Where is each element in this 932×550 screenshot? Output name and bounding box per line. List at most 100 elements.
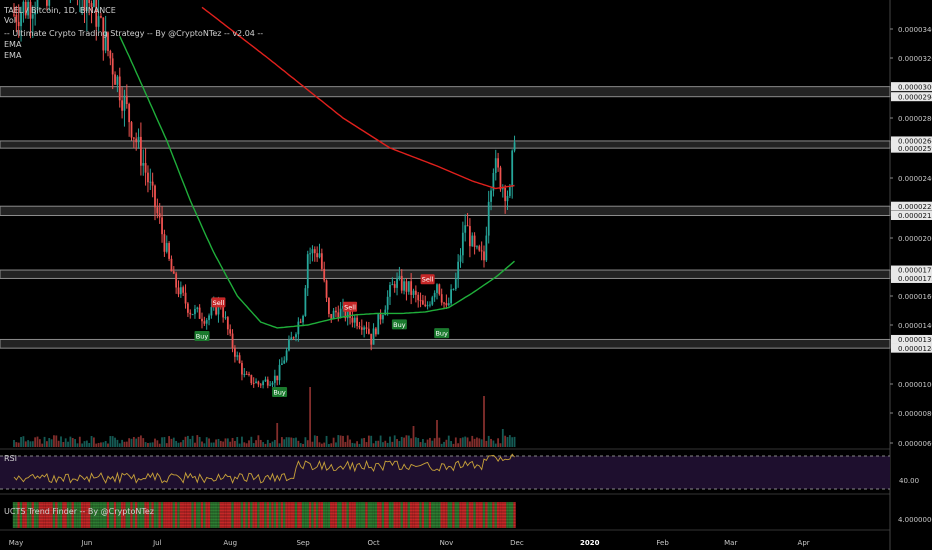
legend-strategy[interactable]: -- Ultimate Crypto Trading Strategy -- B… (4, 29, 264, 38)
candle-body (31, 14, 34, 19)
candle-body (15, 14, 18, 22)
trend-bar (252, 502, 255, 528)
trend-bar (182, 502, 185, 528)
volume-bar (144, 442, 147, 447)
trend-bar (71, 502, 74, 528)
trend-bar (45, 502, 49, 528)
trend-finder-pane (0, 502, 517, 528)
ema-slow-line (201, 6, 515, 190)
candle-body (492, 172, 495, 191)
candle-body (285, 350, 288, 361)
volume-bar (156, 440, 159, 447)
volume-bar (370, 435, 373, 447)
candle-body (241, 363, 243, 375)
candle-body (154, 185, 156, 208)
candle-body (445, 303, 448, 306)
candle-body (151, 181, 154, 186)
trend-bar (400, 502, 403, 528)
trend-bar (276, 502, 279, 528)
trend-bar (374, 502, 378, 528)
candle-body (36, 0, 39, 11)
legend-vol[interactable]: Vol (4, 16, 16, 25)
level-price-label: 0.00002150 (898, 212, 932, 220)
trend-bar (120, 502, 124, 528)
volume-bar (342, 435, 344, 447)
candle-body (323, 268, 326, 281)
level-band (0, 338, 891, 349)
volume-bar (478, 438, 481, 447)
volume-bar (457, 443, 460, 447)
volume-bar (184, 436, 187, 447)
candle-body (377, 314, 380, 335)
volume-bar (332, 437, 335, 447)
candle-body (440, 294, 443, 303)
trend-bar (66, 502, 70, 528)
volume-bar (102, 442, 105, 447)
volume-bar (29, 441, 32, 447)
trend-bar (52, 502, 56, 528)
volume-bar (250, 436, 253, 447)
trend-bar (55, 502, 58, 528)
candle-body (48, 0, 51, 6)
trend-bar (111, 502, 114, 528)
volume-bar (229, 441, 232, 447)
volume-bar (360, 438, 363, 447)
candle-body (419, 300, 422, 302)
candle-body (170, 258, 173, 272)
volume-bar (295, 437, 297, 447)
trend-bar (283, 502, 286, 528)
volume-bar (187, 435, 189, 447)
candle-body (20, 12, 22, 27)
trend-bar (62, 502, 65, 528)
volume-bar (506, 437, 509, 447)
trend-bar (90, 502, 93, 528)
legend-symbol[interactable]: TAEL / Bitcoin, 1D, BINANCE (4, 6, 116, 15)
volume-bar (74, 439, 76, 447)
legend-ema-2[interactable]: EMA (4, 51, 22, 60)
legend-ema-1[interactable]: EMA (4, 40, 22, 49)
candle-body (306, 254, 309, 289)
candle-body (22, 1, 25, 13)
volume-bar (262, 442, 264, 447)
volume-bar (480, 439, 483, 447)
volume-bar (485, 440, 488, 447)
trend-bar (503, 502, 507, 528)
trend-bar (29, 502, 32, 528)
volume-bar (400, 436, 403, 447)
candle-body (238, 355, 241, 364)
volume-bar (499, 443, 502, 447)
candle-body (382, 315, 384, 320)
volume-bar (436, 420, 438, 447)
candle-body (93, 0, 95, 7)
candle-body (417, 294, 420, 301)
volume-bar (283, 439, 286, 447)
trend-bar (332, 502, 335, 528)
trend-bar (243, 502, 246, 528)
trend-bar (156, 502, 159, 528)
candle-body (259, 384, 262, 386)
volume-bar (513, 436, 516, 447)
trend-bar (337, 502, 340, 528)
volume-bar (379, 435, 382, 447)
trend-bar (320, 502, 324, 528)
buy-signal (391, 319, 407, 330)
level-price-label: 0.00002647 (898, 138, 932, 146)
candle-body (410, 281, 413, 295)
candle-body (494, 158, 497, 173)
candle-body (429, 304, 431, 306)
level-price-label: 0.00001721 (898, 275, 932, 283)
candle-body (111, 58, 114, 75)
volume-bar (111, 436, 114, 447)
trend-bar (163, 502, 166, 528)
trend-bar (287, 502, 291, 528)
volume-bar (154, 438, 156, 447)
trend-bar (318, 502, 321, 528)
trend-bar (330, 502, 333, 528)
trend-bar (97, 502, 100, 528)
candle-body (125, 95, 128, 105)
volume-bar (135, 438, 138, 447)
volume-bar (259, 439, 262, 447)
trend-bar (407, 502, 410, 528)
trend-bar (435, 502, 439, 528)
